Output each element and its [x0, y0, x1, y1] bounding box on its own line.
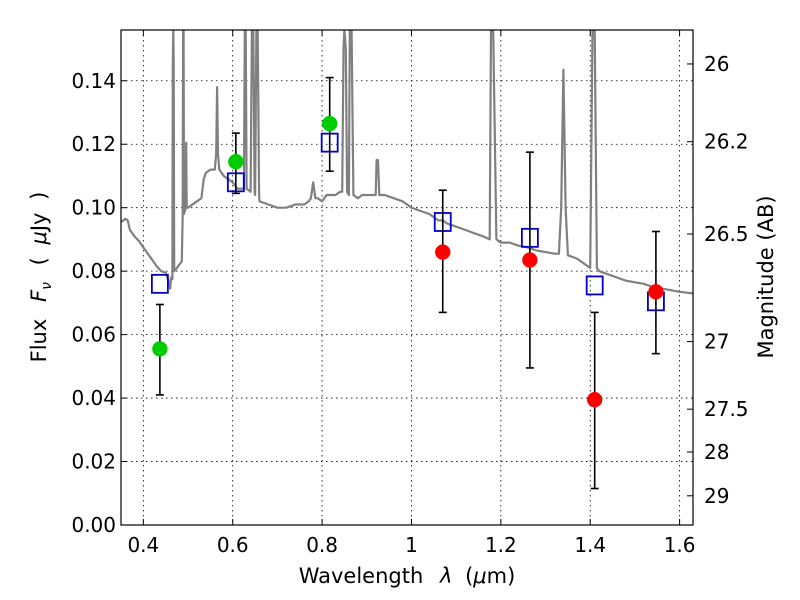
ticks: 0.4 0.6 0.8 1 1.2 1.4 1.6 0.00 0.02 0.04 0.06 0.08 0…	[71, 30, 749, 557]
x-tick-label: 0.8	[306, 533, 338, 557]
y-tick-label: 0.00	[71, 513, 116, 537]
model-spectrum-line	[121, 30, 693, 295]
y-axis-label-open: (	[27, 257, 51, 265]
x-axis-label-lambda: λ	[439, 564, 452, 588]
x-axis-label-mu: μ	[472, 564, 486, 588]
model-photometry-square	[150, 273, 169, 294]
y2-axis-label: Magnitude (AB)	[754, 195, 778, 358]
y-axis-label-nu: ν	[39, 282, 55, 290]
y2-tick-label: 29	[704, 484, 729, 508]
y-axis-label-close: )	[27, 192, 51, 200]
x-tick-label: 1.6	[664, 533, 696, 557]
x-axis-label-unit: m)	[487, 564, 516, 588]
plot-background	[121, 30, 693, 525]
green-data-point	[228, 153, 244, 170]
y2-tick-label: 27.5	[704, 397, 749, 421]
x-axis-label-open: (	[465, 564, 473, 588]
y2-tick-label: 27	[704, 330, 729, 354]
y-tick-label: 0.08	[71, 259, 116, 283]
y-axis-label: Flux Fν ( μJy )	[27, 192, 56, 363]
x-tick-label: 1.4	[574, 533, 606, 557]
green-data-point	[152, 341, 168, 357]
y-tick-label: 0.02	[71, 450, 116, 474]
x-tick-label: 1.2	[485, 533, 517, 557]
y-tick-label: 0.14	[71, 69, 116, 93]
x-tick-label: 0.4	[127, 533, 159, 557]
plot-frame	[120, 29, 694, 526]
y-axis-label-mu: μ	[27, 231, 51, 245]
y2-tick-label: 28	[704, 440, 729, 464]
errorbar-layer	[152, 76, 664, 490]
y-axis-label-unit: Jy	[27, 213, 51, 234]
red-data-point	[586, 391, 603, 408]
y2-tick-label: 26.2	[704, 130, 749, 154]
x-tick-label: 1	[405, 533, 418, 557]
green-data-point	[321, 115, 338, 132]
model-photometry-square	[585, 275, 604, 296]
red-data-point	[435, 244, 451, 260]
y-tick-label: 0.06	[71, 323, 116, 347]
y-axis-label-word: Flux	[27, 319, 51, 363]
y-tick-label: 0.12	[71, 132, 116, 156]
x-axis-label-word: Wavelength	[299, 564, 424, 588]
y-tick-label: 0.10	[71, 196, 116, 220]
red-data-point	[522, 252, 538, 268]
y-tick-label: 0.04	[71, 386, 116, 410]
x-axis-label: Wavelength λ (μm)	[299, 564, 516, 588]
red-data-point	[648, 284, 664, 300]
y-axis-label-F: F	[27, 289, 51, 302]
x-tick-label: 0.6	[217, 533, 249, 557]
y2-tick-label: 26.5	[704, 222, 749, 246]
y2-tick-label: 26	[704, 52, 729, 76]
